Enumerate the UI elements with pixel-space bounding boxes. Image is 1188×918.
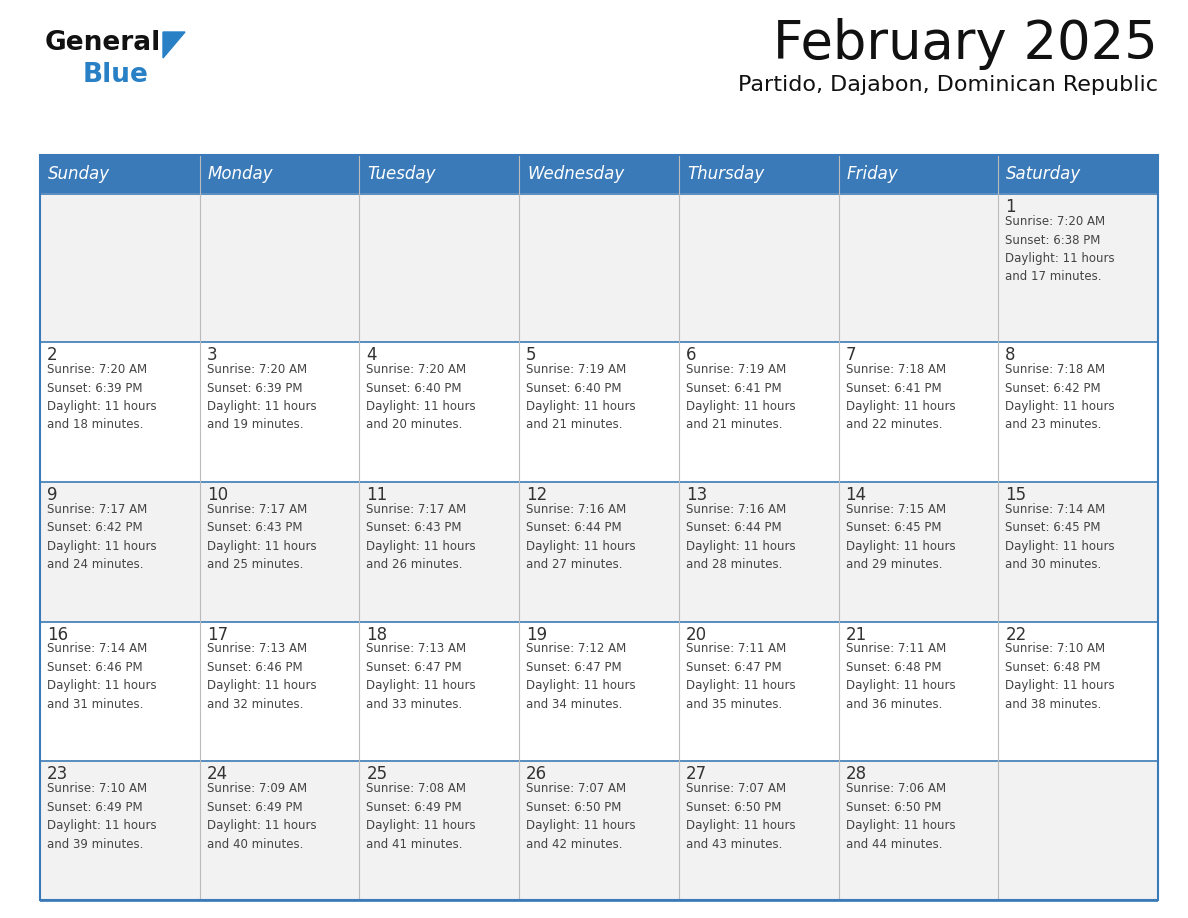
Bar: [40, 760, 1158, 900]
Text: 9: 9: [48, 486, 57, 504]
Text: 7: 7: [846, 346, 857, 364]
Text: Sunrise: 7:18 AM
Sunset: 6:41 PM
Daylight: 11 hours
and 22 minutes.: Sunrise: 7:18 AM Sunset: 6:41 PM Dayligh…: [846, 363, 955, 431]
Text: Sunrise: 7:20 AM
Sunset: 6:39 PM
Daylight: 11 hours
and 18 minutes.: Sunrise: 7:20 AM Sunset: 6:39 PM Dayligh…: [48, 363, 157, 431]
Text: Sunrise: 7:06 AM
Sunset: 6:50 PM
Daylight: 11 hours
and 44 minutes.: Sunrise: 7:06 AM Sunset: 6:50 PM Dayligh…: [846, 782, 955, 851]
Bar: [40, 621, 1158, 760]
Text: Sunrise: 7:11 AM
Sunset: 6:48 PM
Daylight: 11 hours
and 36 minutes.: Sunrise: 7:11 AM Sunset: 6:48 PM Dayligh…: [846, 643, 955, 711]
Text: 23: 23: [48, 766, 68, 783]
Bar: [40, 155, 200, 193]
Text: Sunday: Sunday: [48, 165, 110, 183]
Text: Sunrise: 7:13 AM
Sunset: 6:46 PM
Daylight: 11 hours
and 32 minutes.: Sunrise: 7:13 AM Sunset: 6:46 PM Dayligh…: [207, 643, 316, 711]
Text: Sunrise: 7:07 AM
Sunset: 6:50 PM
Daylight: 11 hours
and 42 minutes.: Sunrise: 7:07 AM Sunset: 6:50 PM Dayligh…: [526, 782, 636, 851]
Text: Friday: Friday: [847, 165, 898, 183]
Bar: [200, 155, 360, 193]
Text: Sunrise: 7:08 AM
Sunset: 6:49 PM
Daylight: 11 hours
and 41 minutes.: Sunrise: 7:08 AM Sunset: 6:49 PM Dayligh…: [366, 782, 476, 851]
Text: 13: 13: [685, 486, 707, 504]
Text: Sunrise: 7:20 AM
Sunset: 6:40 PM
Daylight: 11 hours
and 20 minutes.: Sunrise: 7:20 AM Sunset: 6:40 PM Dayligh…: [366, 363, 476, 431]
Text: 12: 12: [526, 486, 548, 504]
Text: Sunrise: 7:17 AM
Sunset: 6:42 PM
Daylight: 11 hours
and 24 minutes.: Sunrise: 7:17 AM Sunset: 6:42 PM Dayligh…: [48, 503, 157, 571]
Text: Sunrise: 7:13 AM
Sunset: 6:47 PM
Daylight: 11 hours
and 33 minutes.: Sunrise: 7:13 AM Sunset: 6:47 PM Dayligh…: [366, 643, 476, 711]
Text: Sunrise: 7:20 AM
Sunset: 6:38 PM
Daylight: 11 hours
and 17 minutes.: Sunrise: 7:20 AM Sunset: 6:38 PM Dayligh…: [1005, 215, 1114, 284]
Text: 6: 6: [685, 346, 696, 364]
Text: 25: 25: [366, 766, 387, 783]
Text: Thursday: Thursday: [687, 165, 764, 183]
Text: 26: 26: [526, 766, 548, 783]
Bar: [40, 341, 1158, 343]
Bar: [839, 155, 998, 193]
Text: Sunrise: 7:16 AM
Sunset: 6:44 PM
Daylight: 11 hours
and 28 minutes.: Sunrise: 7:16 AM Sunset: 6:44 PM Dayligh…: [685, 503, 796, 571]
Bar: [40, 900, 1158, 902]
Text: 16: 16: [48, 625, 68, 644]
Text: 4: 4: [366, 346, 377, 364]
Text: 1: 1: [1005, 198, 1016, 216]
Text: 19: 19: [526, 625, 548, 644]
Text: 21: 21: [846, 625, 867, 644]
Text: Saturday: Saturday: [1006, 165, 1081, 183]
Text: 5: 5: [526, 346, 537, 364]
Text: Sunrise: 7:10 AM
Sunset: 6:48 PM
Daylight: 11 hours
and 38 minutes.: Sunrise: 7:10 AM Sunset: 6:48 PM Dayligh…: [1005, 643, 1114, 711]
Bar: [40, 481, 1158, 621]
Text: Sunrise: 7:16 AM
Sunset: 6:44 PM
Daylight: 11 hours
and 27 minutes.: Sunrise: 7:16 AM Sunset: 6:44 PM Dayligh…: [526, 503, 636, 571]
Bar: [40, 760, 1158, 762]
Text: 10: 10: [207, 486, 228, 504]
Bar: [360, 155, 519, 193]
Text: 14: 14: [846, 486, 867, 504]
Text: 27: 27: [685, 766, 707, 783]
Text: Tuesday: Tuesday: [367, 165, 436, 183]
Text: 18: 18: [366, 625, 387, 644]
Text: 8: 8: [1005, 346, 1016, 364]
Bar: [998, 155, 1158, 193]
Text: Blue: Blue: [83, 62, 148, 88]
Text: Sunrise: 7:15 AM
Sunset: 6:45 PM
Daylight: 11 hours
and 29 minutes.: Sunrise: 7:15 AM Sunset: 6:45 PM Dayligh…: [846, 503, 955, 571]
Text: Sunrise: 7:11 AM
Sunset: 6:47 PM
Daylight: 11 hours
and 35 minutes.: Sunrise: 7:11 AM Sunset: 6:47 PM Dayligh…: [685, 643, 796, 711]
Bar: [40, 481, 1158, 483]
Text: Sunrise: 7:19 AM
Sunset: 6:41 PM
Daylight: 11 hours
and 21 minutes.: Sunrise: 7:19 AM Sunset: 6:41 PM Dayligh…: [685, 363, 796, 431]
Text: 3: 3: [207, 346, 217, 364]
Text: Sunrise: 7:14 AM
Sunset: 6:46 PM
Daylight: 11 hours
and 31 minutes.: Sunrise: 7:14 AM Sunset: 6:46 PM Dayligh…: [48, 643, 157, 711]
Text: Sunrise: 7:14 AM
Sunset: 6:45 PM
Daylight: 11 hours
and 30 minutes.: Sunrise: 7:14 AM Sunset: 6:45 PM Dayligh…: [1005, 503, 1114, 571]
Text: Sunrise: 7:20 AM
Sunset: 6:39 PM
Daylight: 11 hours
and 19 minutes.: Sunrise: 7:20 AM Sunset: 6:39 PM Dayligh…: [207, 363, 316, 431]
Text: Sunrise: 7:18 AM
Sunset: 6:42 PM
Daylight: 11 hours
and 23 minutes.: Sunrise: 7:18 AM Sunset: 6:42 PM Dayligh…: [1005, 363, 1114, 431]
Text: 24: 24: [207, 766, 228, 783]
Polygon shape: [163, 32, 185, 58]
Bar: [40, 155, 1158, 900]
Text: 15: 15: [1005, 486, 1026, 504]
Bar: [40, 621, 1158, 622]
Text: General: General: [45, 30, 162, 56]
Text: Sunrise: 7:19 AM
Sunset: 6:40 PM
Daylight: 11 hours
and 21 minutes.: Sunrise: 7:19 AM Sunset: 6:40 PM Dayligh…: [526, 363, 636, 431]
Text: 17: 17: [207, 625, 228, 644]
Text: Sunrise: 7:10 AM
Sunset: 6:49 PM
Daylight: 11 hours
and 39 minutes.: Sunrise: 7:10 AM Sunset: 6:49 PM Dayligh…: [48, 782, 157, 851]
Text: 20: 20: [685, 625, 707, 644]
Bar: [678, 155, 839, 193]
Bar: [40, 193, 1158, 341]
Text: February 2025: February 2025: [773, 18, 1158, 70]
Text: Partido, Dajabon, Dominican Republic: Partido, Dajabon, Dominican Republic: [738, 75, 1158, 95]
Bar: [40, 341, 1158, 481]
Text: 2: 2: [48, 346, 58, 364]
Text: 28: 28: [846, 766, 867, 783]
Text: Sunrise: 7:07 AM
Sunset: 6:50 PM
Daylight: 11 hours
and 43 minutes.: Sunrise: 7:07 AM Sunset: 6:50 PM Dayligh…: [685, 782, 796, 851]
Text: Sunrise: 7:17 AM
Sunset: 6:43 PM
Daylight: 11 hours
and 25 minutes.: Sunrise: 7:17 AM Sunset: 6:43 PM Dayligh…: [207, 503, 316, 571]
Text: Wednesday: Wednesday: [527, 165, 625, 183]
Text: 11: 11: [366, 486, 387, 504]
Text: Sunrise: 7:09 AM
Sunset: 6:49 PM
Daylight: 11 hours
and 40 minutes.: Sunrise: 7:09 AM Sunset: 6:49 PM Dayligh…: [207, 782, 316, 851]
Text: 22: 22: [1005, 625, 1026, 644]
Text: Sunrise: 7:17 AM
Sunset: 6:43 PM
Daylight: 11 hours
and 26 minutes.: Sunrise: 7:17 AM Sunset: 6:43 PM Dayligh…: [366, 503, 476, 571]
Bar: [519, 155, 678, 193]
Text: Sunrise: 7:12 AM
Sunset: 6:47 PM
Daylight: 11 hours
and 34 minutes.: Sunrise: 7:12 AM Sunset: 6:47 PM Dayligh…: [526, 643, 636, 711]
Text: Monday: Monday: [208, 165, 273, 183]
Bar: [40, 193, 1158, 195]
